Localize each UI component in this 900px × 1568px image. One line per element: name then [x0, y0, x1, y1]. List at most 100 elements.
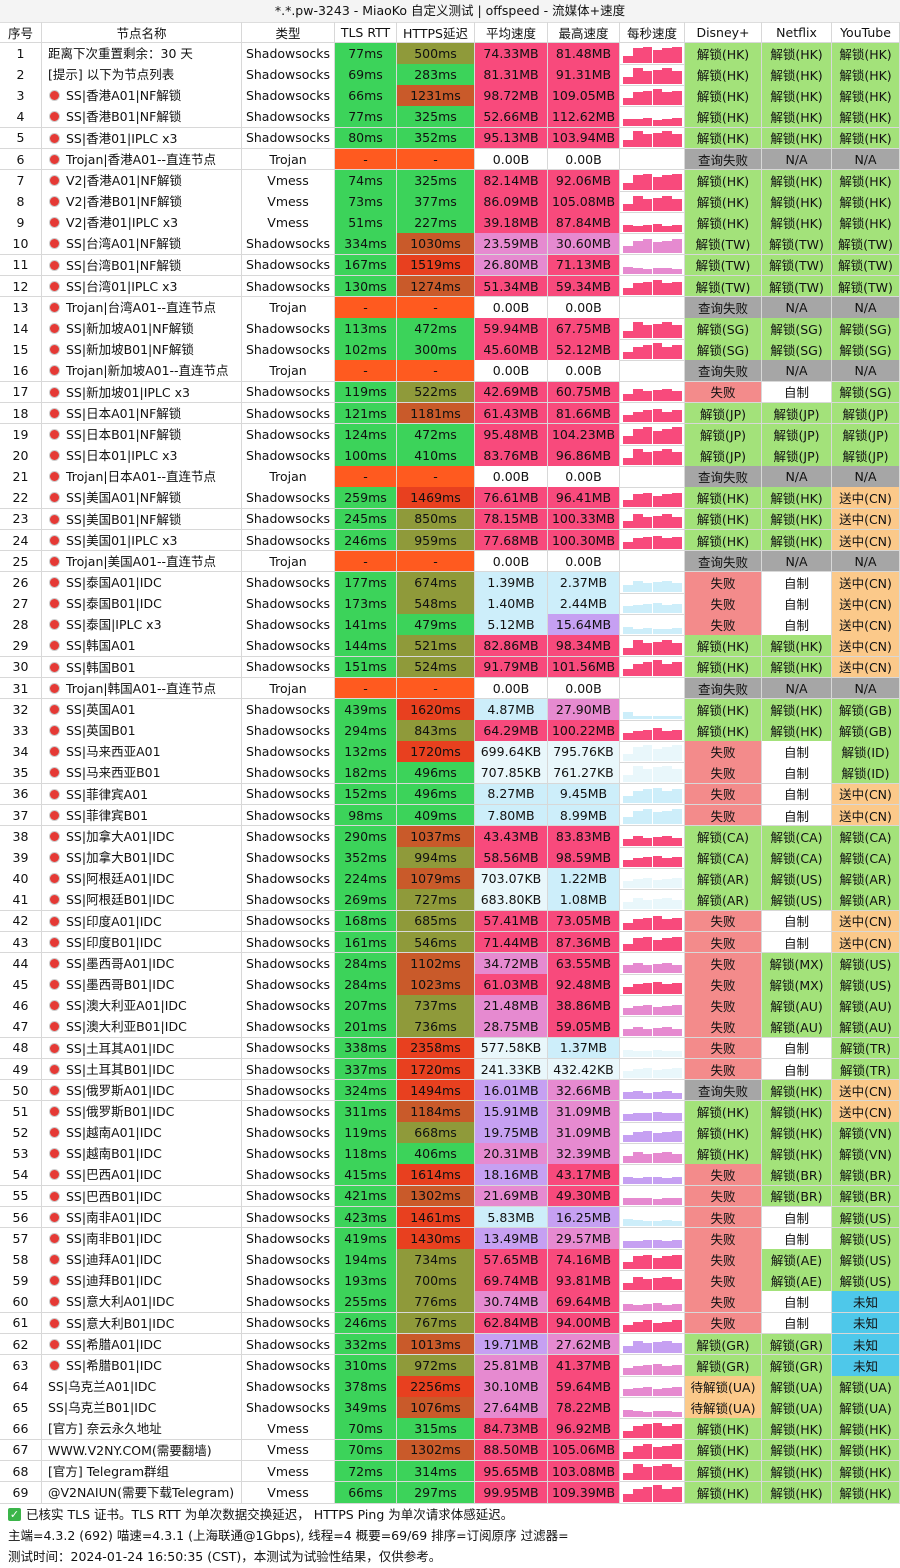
https-latency: 325ms: [397, 106, 475, 129]
flag-icon: [49, 725, 60, 737]
https-latency: 727ms: [397, 889, 475, 912]
speed-bar: [632, 628, 643, 634]
speed-bar: [652, 1447, 663, 1460]
node-type: Trojan: [242, 677, 335, 700]
speed-bar: [623, 55, 633, 63]
https-latency: 227ms: [397, 212, 475, 234]
node-name: SS|日本A01|NF解锁: [66, 405, 182, 421]
speed-bar: [632, 640, 643, 656]
row-number: 50: [0, 1079, 42, 1102]
node-type: Trojan: [242, 148, 335, 171]
https-latency: 1720ms: [397, 741, 475, 763]
name-cell: [42, 1270, 242, 1292]
column-header: Netflix: [762, 22, 832, 43]
node-name: SS|意大利B01|IDC: [66, 1315, 175, 1331]
disney-status: 解锁(AR): [685, 889, 762, 912]
speed-bar: [652, 1049, 663, 1058]
speed-chart-cell: [620, 1481, 685, 1504]
speed-bar: [632, 1488, 643, 1502]
speed-bar: [652, 515, 663, 529]
avg-speed: 71.44MB: [475, 931, 548, 954]
speed-bar: [623, 817, 633, 825]
speed-chart-cell: [620, 1439, 685, 1462]
speed-bar: [642, 344, 653, 359]
node-name: WWW.V2NY.COM(需要翻墙): [48, 1442, 212, 1458]
tls-rtt: 118ms: [335, 1143, 397, 1165]
https-latency: 1620ms: [397, 698, 475, 721]
https-latency: 1614ms: [397, 1164, 475, 1187]
disney-status: 失败: [685, 1037, 762, 1060]
speed-chart-cell: [620, 974, 685, 996]
speed-chart-cell: [620, 212, 685, 234]
row-number: 1: [0, 43, 42, 65]
tls-rtt: 284ms: [335, 952, 397, 975]
https-latency: 352ms: [397, 127, 475, 150]
speed-bar: [652, 1257, 663, 1269]
avg-speed: 74.33MB: [475, 43, 548, 65]
speed-bar: [632, 1069, 643, 1079]
tls-rtt: 77ms: [335, 106, 397, 129]
flag-icon: [49, 852, 60, 864]
speed-bar: [642, 768, 653, 783]
speed-bar: [672, 391, 682, 402]
youtube-status: N/A: [832, 677, 900, 700]
avg-speed: 86.09MB: [475, 191, 548, 213]
youtube-status: 解锁(HK): [832, 1418, 900, 1441]
speed-chart-cell: [620, 1037, 685, 1060]
https-latency: 1519ms: [397, 254, 475, 277]
node-name: SS|巴西B01|IDC: [66, 1188, 162, 1204]
avg-speed: 28.75MB: [475, 1016, 548, 1039]
speed-chart-cell: [620, 952, 685, 975]
flag-icon: [49, 957, 60, 969]
netflix-status: 解锁(GR): [762, 1333, 832, 1356]
youtube-status: 解锁(UA): [832, 1376, 900, 1398]
speed-chart-cell: [620, 445, 685, 467]
speed-bar: [652, 641, 663, 656]
row-number: 55: [0, 1185, 42, 1208]
flag-icon: [49, 894, 60, 906]
speed-bar: [672, 344, 682, 359]
speed-bar: [623, 605, 633, 613]
https-latency: 668ms: [397, 1122, 475, 1144]
avg-speed: 0.00B: [475, 148, 548, 171]
youtube-status: 解锁(ID): [832, 741, 900, 763]
speed-bar: [662, 1006, 673, 1015]
speed-bar: [672, 1444, 682, 1460]
youtube-status: 解锁(US): [832, 1270, 900, 1292]
disney-status: 解锁(HK): [685, 1460, 762, 1483]
youtube-status: 送中(CN): [832, 593, 900, 615]
tls-rtt: 310ms: [335, 1354, 397, 1377]
avg-speed: 699.64KB: [475, 741, 548, 763]
row-number: 69: [0, 1481, 42, 1504]
netflix-status: 自制: [762, 1227, 832, 1250]
node-type: Shadowsocks: [242, 741, 335, 763]
avg-speed: 23.59MB: [475, 233, 548, 256]
node-name: Trojan|日本A01--直连节点: [66, 469, 217, 485]
tls-rtt: 177ms: [335, 572, 397, 594]
youtube-status: 解锁(CA): [832, 847, 900, 869]
tls-rtt: 152ms: [335, 783, 397, 806]
speed-bar: [642, 715, 653, 719]
speed-bar: [642, 46, 653, 63]
disney-status: 解锁(HK): [685, 64, 762, 86]
max-speed: 98.59MB: [548, 847, 620, 869]
node-type: Shadowsocks: [242, 952, 335, 975]
tls-rtt: 337ms: [335, 1058, 397, 1081]
youtube-status: 未知: [832, 1291, 900, 1314]
speed-bar: [632, 1113, 643, 1121]
row-number: 66: [0, 1418, 42, 1441]
youtube-status: 解锁(AR): [832, 868, 900, 890]
node-type: Shadowsocks: [242, 1101, 335, 1123]
speed-bar: [623, 246, 633, 254]
https-latency: 409ms: [397, 804, 475, 827]
flag-icon: [49, 153, 60, 165]
speed-bar: [672, 1068, 682, 1079]
speed-chart-cell: [620, 825, 685, 848]
disney-status: 失败: [685, 614, 762, 636]
speed-bar: [623, 76, 633, 84]
node-type: Shadowsocks: [242, 127, 335, 150]
speed-bar: [672, 1364, 682, 1375]
disney-status: 失败: [685, 1058, 762, 1081]
node-name: SS|马来西亚A01: [66, 744, 161, 760]
speed-bar: [652, 982, 663, 994]
